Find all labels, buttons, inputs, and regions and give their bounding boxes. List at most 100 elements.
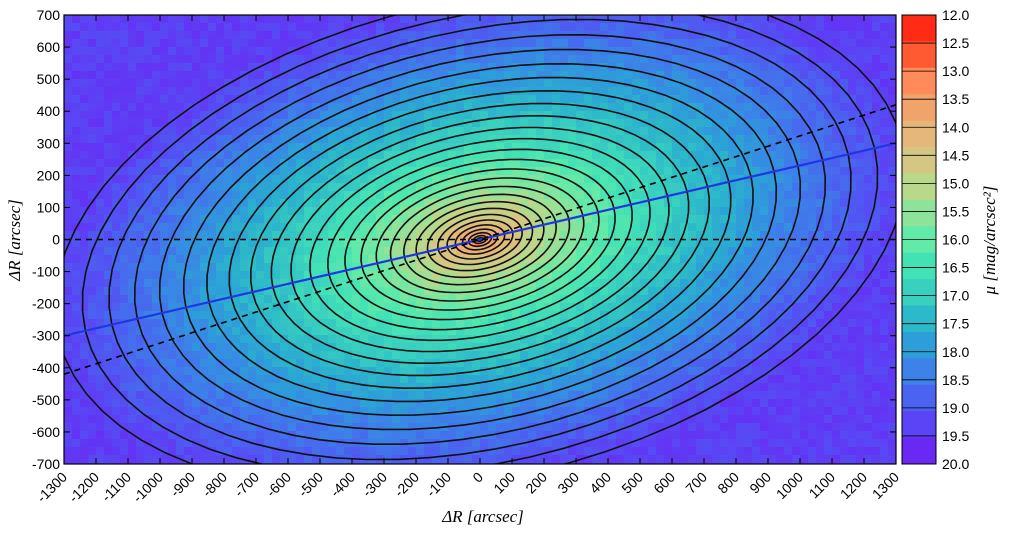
heatmap-cell	[648, 343, 657, 352]
heatmap-cell	[472, 143, 481, 152]
heatmap-cell	[440, 191, 449, 200]
heatmap-cell	[88, 327, 97, 336]
heatmap-cell	[128, 263, 137, 272]
heatmap-cell	[768, 175, 777, 184]
heatmap-cell	[760, 279, 769, 288]
heatmap-cell	[648, 303, 657, 312]
heatmap-cell	[128, 63, 137, 72]
heatmap-cell	[744, 367, 753, 376]
heatmap-cell	[136, 79, 145, 88]
heatmap-cell	[208, 183, 217, 192]
heatmap-cell	[696, 15, 705, 24]
heatmap-cell	[656, 359, 665, 368]
heatmap-cell	[376, 167, 385, 176]
heatmap-cell	[576, 359, 585, 368]
heatmap-cell	[72, 183, 81, 192]
heatmap-cell	[784, 47, 793, 56]
heatmap-cell	[816, 47, 825, 56]
heatmap-cell	[424, 31, 433, 40]
heatmap-cell	[880, 351, 889, 360]
heatmap-cell	[120, 55, 129, 64]
heatmap-cell	[312, 63, 321, 72]
heatmap-cell	[136, 335, 145, 344]
heatmap-cell	[736, 383, 745, 392]
heatmap-cell	[520, 103, 529, 112]
heatmap-cell	[312, 367, 321, 376]
heatmap-cell	[616, 287, 625, 296]
heatmap-cell	[680, 223, 689, 232]
heatmap-cell	[824, 215, 833, 224]
heatmap-cell	[392, 335, 401, 344]
heatmap-cell	[232, 271, 241, 280]
heatmap-cell	[816, 343, 825, 352]
heatmap-cell	[320, 279, 329, 288]
heatmap-cell	[576, 55, 585, 64]
heatmap-cell	[296, 367, 305, 376]
heatmap-cell	[856, 63, 865, 72]
heatmap-cell	[416, 167, 425, 176]
heatmap-cell	[568, 359, 577, 368]
heatmap-cell	[512, 391, 521, 400]
heatmap-cell	[168, 271, 177, 280]
heatmap-cell	[360, 343, 369, 352]
heatmap-cell	[648, 127, 657, 136]
heatmap-cell	[304, 247, 313, 256]
heatmap-cell	[784, 239, 793, 248]
heatmap-cell	[720, 327, 729, 336]
heatmap-cell	[744, 103, 753, 112]
heatmap-cell	[728, 231, 737, 240]
heatmap-cell	[512, 263, 521, 272]
heatmap-cell	[536, 175, 545, 184]
heatmap-cell	[696, 279, 705, 288]
heatmap-cell	[552, 191, 561, 200]
heatmap-cell	[304, 71, 313, 80]
heatmap-cell	[432, 279, 441, 288]
heatmap-cell	[232, 151, 241, 160]
heatmap-cell	[504, 199, 513, 208]
heatmap-cell	[152, 63, 161, 72]
heatmap-cell	[680, 55, 689, 64]
heatmap-cell	[544, 39, 553, 48]
heatmap-cell	[776, 199, 785, 208]
heatmap-cell	[696, 263, 705, 272]
heatmap-cell	[688, 71, 697, 80]
heatmap-cell	[872, 199, 881, 208]
heatmap-cell	[696, 239, 705, 248]
heatmap-cell	[360, 103, 369, 112]
heatmap-cell	[592, 383, 601, 392]
heatmap-cell	[64, 383, 73, 392]
heatmap-cell	[712, 327, 721, 336]
heatmap-cell	[512, 15, 521, 24]
heatmap-cell	[216, 55, 225, 64]
heatmap-cell	[248, 239, 257, 248]
heatmap-cell	[392, 303, 401, 312]
heatmap-cell	[648, 199, 657, 208]
heatmap-cell	[440, 319, 449, 328]
heatmap-cell	[688, 95, 697, 104]
heatmap-cell	[504, 223, 513, 232]
heatmap-cell	[136, 87, 145, 96]
heatmap-cell	[736, 215, 745, 224]
heatmap-cell	[512, 151, 521, 160]
heatmap-cell	[576, 79, 585, 88]
heatmap-cell	[600, 143, 609, 152]
heatmap-cell	[496, 207, 505, 216]
heatmap-cell	[816, 223, 825, 232]
heatmap-cell	[120, 215, 129, 224]
heatmap-cell	[544, 351, 553, 360]
heatmap-cell	[464, 319, 473, 328]
heatmap-cell	[392, 263, 401, 272]
heatmap-cell	[432, 295, 441, 304]
heatmap-cell	[408, 287, 417, 296]
heatmap-cell	[128, 343, 137, 352]
heatmap-cell	[448, 135, 457, 144]
heatmap-cell	[744, 31, 753, 40]
heatmap-cell	[400, 151, 409, 160]
heatmap-cell	[736, 247, 745, 256]
heatmap-cell	[568, 207, 577, 216]
heatmap-cell	[808, 247, 817, 256]
heatmap-cell	[152, 255, 161, 264]
heatmap-cell	[224, 343, 233, 352]
heatmap-cell	[384, 199, 393, 208]
heatmap-cell	[656, 183, 665, 192]
